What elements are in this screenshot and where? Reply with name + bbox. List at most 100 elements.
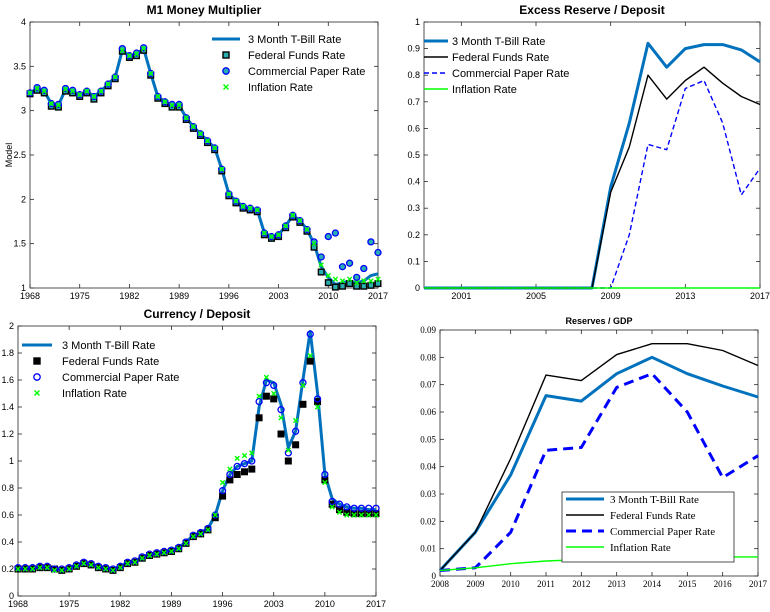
data-point-x (254, 207, 260, 213)
x-tick-label: 2016 (714, 579, 733, 589)
legend-label: 3 Month T-Bill Rate (62, 340, 155, 352)
x-tick-label: 1989 (161, 599, 181, 607)
data-point-x (263, 374, 270, 380)
series-fedfunds (439, 343, 759, 571)
data-point-circle (21, 564, 29, 572)
data-point-circle (189, 531, 197, 539)
y-axis-label: Model (4, 143, 14, 168)
series-inflation (27, 45, 381, 286)
data-point-circle (204, 524, 212, 533)
data-point-x (119, 47, 126, 54)
data-point-x (51, 567, 58, 574)
data-point-x (15, 566, 21, 572)
data-point-x (322, 479, 328, 486)
data-point-x (161, 550, 167, 556)
x-tick-label: 2017 (368, 291, 388, 301)
data-point-circle (14, 564, 22, 572)
y-tick-label: 1.4 (1, 402, 14, 412)
y-tick-label: 0.09 (420, 325, 436, 335)
data-point-x (226, 191, 232, 197)
data-point-circle (350, 504, 358, 512)
x-tick-label: 2012 (572, 579, 590, 589)
data-point-x (124, 560, 131, 567)
data-point-x (247, 205, 253, 211)
x-tick-label: 2009 (601, 291, 621, 301)
data-point-x (219, 166, 225, 172)
data-point-circle (343, 503, 351, 511)
data-point-circle (58, 565, 66, 573)
data-point-x (240, 203, 246, 210)
y-tick-label: 0.8 (1, 483, 14, 493)
x-tick-label: 1975 (59, 599, 79, 607)
data-point-x (332, 276, 339, 282)
data-point-circle (233, 462, 241, 471)
data-point-square (277, 430, 285, 438)
x-tick-label: 1975 (70, 291, 90, 301)
x-tick-label: 2017 (749, 579, 768, 589)
legend-swatch-circle (33, 373, 41, 381)
data-point-x (34, 85, 40, 92)
y-tick-label: 0.3 (407, 203, 420, 213)
legend-swatch-x (223, 84, 229, 90)
chart-title: M1 Money Multiplier (147, 3, 262, 17)
data-point-circle (50, 565, 59, 573)
data-point-x (346, 276, 353, 282)
x-tick-label: 2013 (608, 579, 627, 589)
y-tick-label: 0.2 (407, 230, 420, 240)
y-tick-label: 0.6 (1, 510, 14, 520)
data-point-square (270, 395, 278, 403)
data-point-circle (28, 564, 37, 572)
data-point-circle (131, 557, 139, 565)
x-tick-label: 2013 (675, 291, 695, 301)
data-point-square (338, 282, 346, 290)
data-point-x (212, 512, 218, 518)
data-point-x (278, 415, 284, 421)
legend: 3 Month T-Bill Rate Federal Funds Rate Com… (561, 491, 735, 563)
data-point-circle (72, 561, 81, 569)
x-tick-label: 2009 (466, 579, 485, 589)
legend: 3 Month T-Bill Rate Federal Funds Rate Com… (212, 34, 365, 94)
data-point-x (285, 447, 292, 453)
data-point-square (299, 400, 307, 408)
data-point-x (55, 102, 62, 109)
data-point-x (271, 390, 277, 397)
data-point-x (66, 566, 72, 572)
x-tick-label: 1996 (213, 599, 233, 607)
data-point-circle (255, 397, 263, 406)
data-point-square (306, 357, 314, 365)
x-tick-label: 1982 (110, 599, 130, 607)
data-point-circle (109, 565, 117, 573)
legend-swatch-square (33, 357, 41, 365)
y-tick-label: 0 (415, 283, 420, 293)
data-point-x (132, 559, 138, 565)
data-point-square (240, 468, 248, 476)
data-point-x (373, 512, 379, 518)
data-point-x (183, 115, 189, 121)
chart-title: Excess Reserve / Deposit (519, 3, 664, 17)
data-point-circle (167, 546, 176, 554)
data-point-circle (160, 547, 168, 556)
data-point-square (255, 414, 263, 422)
data-point-x (233, 198, 239, 204)
y-tick-label: 1.6 (1, 375, 14, 385)
data-point-square (346, 280, 354, 288)
data-point-x (282, 223, 289, 229)
data-point-x (81, 560, 87, 567)
legend-label: Commercial Paper Rate (610, 526, 715, 538)
y-tick-label: 0.8 (407, 70, 420, 80)
data-point-x (300, 382, 306, 389)
y-tick-label: 0.06 (420, 407, 436, 417)
y-tick-label: 2.5 (13, 150, 26, 160)
data-point-x (88, 562, 94, 568)
y-tick-label: 0.04 (420, 462, 436, 472)
data-point-x (211, 145, 218, 151)
data-point-circle (240, 460, 249, 468)
data-point-x (169, 102, 175, 109)
y-tick-label: 0.01 (420, 544, 436, 554)
data-point-circle (138, 553, 146, 561)
y-tick-label: 0.9 (407, 44, 420, 54)
y-tick-label: 0.7 (407, 97, 420, 107)
series-tbill (438, 355, 759, 572)
